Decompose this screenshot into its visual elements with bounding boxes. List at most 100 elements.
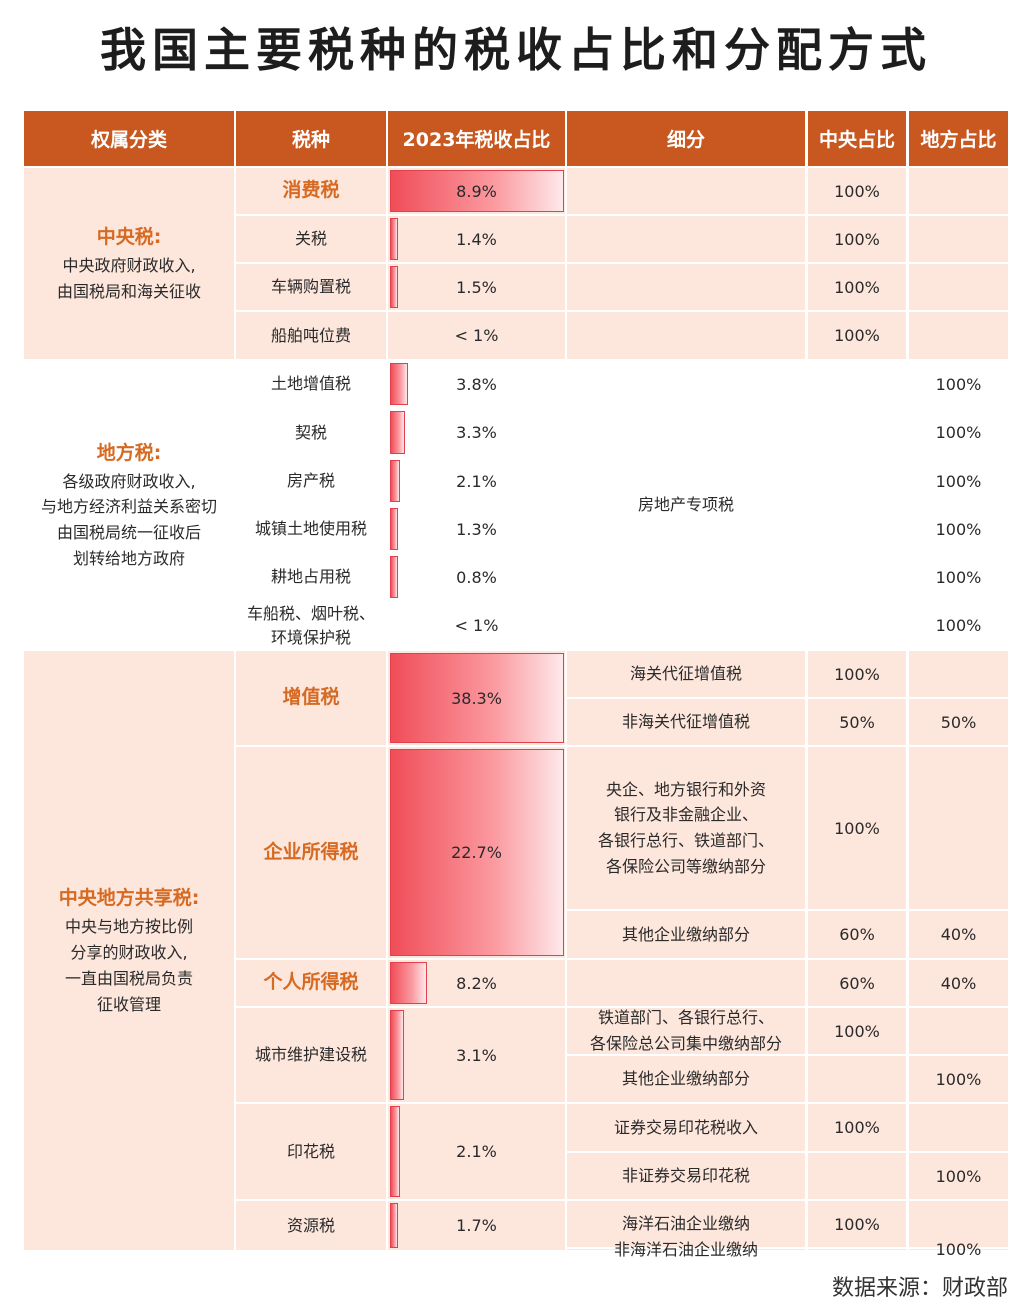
tax-name: 耕地占用税 <box>236 554 386 600</box>
central-share: 60% <box>808 911 906 958</box>
tax-name: 房产税 <box>236 458 386 504</box>
tax-name: 企业所得税 <box>236 747 386 958</box>
header-cell: 地方占比 <box>909 111 1008 166</box>
share-bar <box>390 653 564 743</box>
central-share: 50% <box>808 699 906 745</box>
central-share <box>808 361 906 649</box>
local-share: 100% <box>909 554 1008 600</box>
local-share <box>909 216 1008 262</box>
header-cell: 权属分类 <box>24 111 234 166</box>
header-cell: 中央占比 <box>808 111 906 166</box>
detail-cell: 铁道部门、各银行总行、 各保险总公司集中缴纳部分 <box>567 1008 805 1054</box>
share-bar <box>390 218 398 260</box>
share-bar <box>390 508 398 550</box>
detail-cell: 非证券交易印花税 <box>567 1153 805 1199</box>
local-share <box>909 1104 1008 1151</box>
local-share: 100% <box>909 1240 1008 1259</box>
tax-name: 城镇土地使用税 <box>236 506 386 552</box>
detail-cell <box>567 312 805 359</box>
central-share: 60% <box>808 960 906 1006</box>
detail-cell <box>567 168 805 214</box>
detail-cell: 非海关代征增值税 <box>567 699 805 745</box>
share-label: 8.2% <box>456 973 497 993</box>
share-bar <box>390 363 408 405</box>
share-cell <box>388 1201 565 1250</box>
share-label: < 1% <box>454 326 499 345</box>
tax-name: 印花税 <box>236 1104 386 1199</box>
local-share: 100% <box>909 506 1008 552</box>
local-share: 100% <box>909 458 1008 504</box>
share-cell <box>388 409 565 456</box>
share-bar <box>390 170 564 212</box>
detail-cell <box>567 264 805 310</box>
category-cell: 中央地方共享税: 中央与地方按比例 分享的财政收入, 一直由国税局负责 征收管理 <box>24 651 234 1250</box>
page-title: 我国主要税种的税收占比和分配方式 <box>100 23 932 77</box>
local-share <box>909 651 1008 697</box>
header-cell: 2023年税收占比 <box>388 111 565 166</box>
local-share: 40% <box>909 911 1008 958</box>
local-share: 100% <box>909 1056 1008 1102</box>
central-share: 100% <box>808 1104 906 1151</box>
central-share: 100% <box>808 747 906 909</box>
share-bar <box>390 1106 400 1197</box>
share-bar <box>390 749 564 956</box>
local-share: 100% <box>909 1153 1008 1199</box>
local-share: 100% <box>909 409 1008 456</box>
share-label: 22.7% <box>451 843 502 862</box>
share-cell <box>388 264 565 310</box>
category-title: 中央税: <box>96 226 162 249</box>
share-cell <box>388 602 565 649</box>
tax-name: 城市维护建设税 <box>236 1008 386 1102</box>
share-cell <box>388 458 565 504</box>
category-title: 中央地方共享税: <box>58 887 200 910</box>
share-bar <box>390 460 400 502</box>
share-label: 3.1% <box>456 1045 497 1065</box>
detail-cell: 其他企业缴纳部分 <box>567 1056 805 1102</box>
category-desc: 中央政府财政收入, <box>62 255 196 275</box>
tax-name: 关税 <box>236 216 386 262</box>
header-cell: 细分 <box>567 111 805 166</box>
central-share <box>808 1056 906 1102</box>
central-share: 100% <box>808 1201 906 1247</box>
category-desc: 中央与地方按比例 <box>64 917 193 937</box>
detail-cell <box>567 960 805 1006</box>
local-share <box>909 168 1008 214</box>
tax-name: 契税 <box>236 409 386 456</box>
tax-name: 车船税、烟叶税、 环境保护税 <box>236 602 386 649</box>
local-share <box>909 264 1008 310</box>
share-cell <box>388 216 565 262</box>
share-label: 3.3% <box>456 423 497 442</box>
tax-name: 个人所得税 <box>236 960 386 1006</box>
category-cell: 中央税: 中央政府财政收入, 由国税局和海关征收 <box>24 168 234 359</box>
detail-cell: 其他企业缴纳部分 <box>567 911 805 958</box>
central-share: 100% <box>808 312 906 359</box>
share-label: 2.1% <box>456 1142 497 1161</box>
category-desc: 与地方经济利益关系密切 <box>40 497 217 517</box>
share-cell <box>388 554 565 600</box>
category-title: 地方税: <box>96 441 162 464</box>
share-label: < 1% <box>454 616 499 635</box>
detail-cell <box>567 216 805 262</box>
share-bar <box>390 1010 404 1100</box>
local-share <box>909 747 1008 909</box>
local-share: 50% <box>909 699 1008 745</box>
share-cell <box>388 506 565 552</box>
share-bar <box>390 411 405 454</box>
central-share: 100% <box>808 216 906 262</box>
tax-name: 土地增值税 <box>236 361 386 407</box>
category-desc: 各级政府财政收入, <box>62 471 196 491</box>
share-cell <box>388 1008 565 1102</box>
detail-cell: 证券交易印花税收入 <box>567 1104 805 1151</box>
share-label: 3.8% <box>456 374 497 394</box>
central-share: 100% <box>808 1008 906 1054</box>
share-label: 0.8% <box>456 567 497 587</box>
detail-cell: 非海洋石油企业缴纳 <box>567 1240 805 1259</box>
share-bar <box>390 266 398 308</box>
category-desc: 一直由国税局负责 <box>64 968 193 988</box>
category-desc: 划转给地方政府 <box>72 549 185 569</box>
local-share <box>909 1008 1008 1054</box>
local-share: 100% <box>909 602 1008 649</box>
share-label: 8.9% <box>456 181 497 201</box>
central-share: 100% <box>808 264 906 310</box>
